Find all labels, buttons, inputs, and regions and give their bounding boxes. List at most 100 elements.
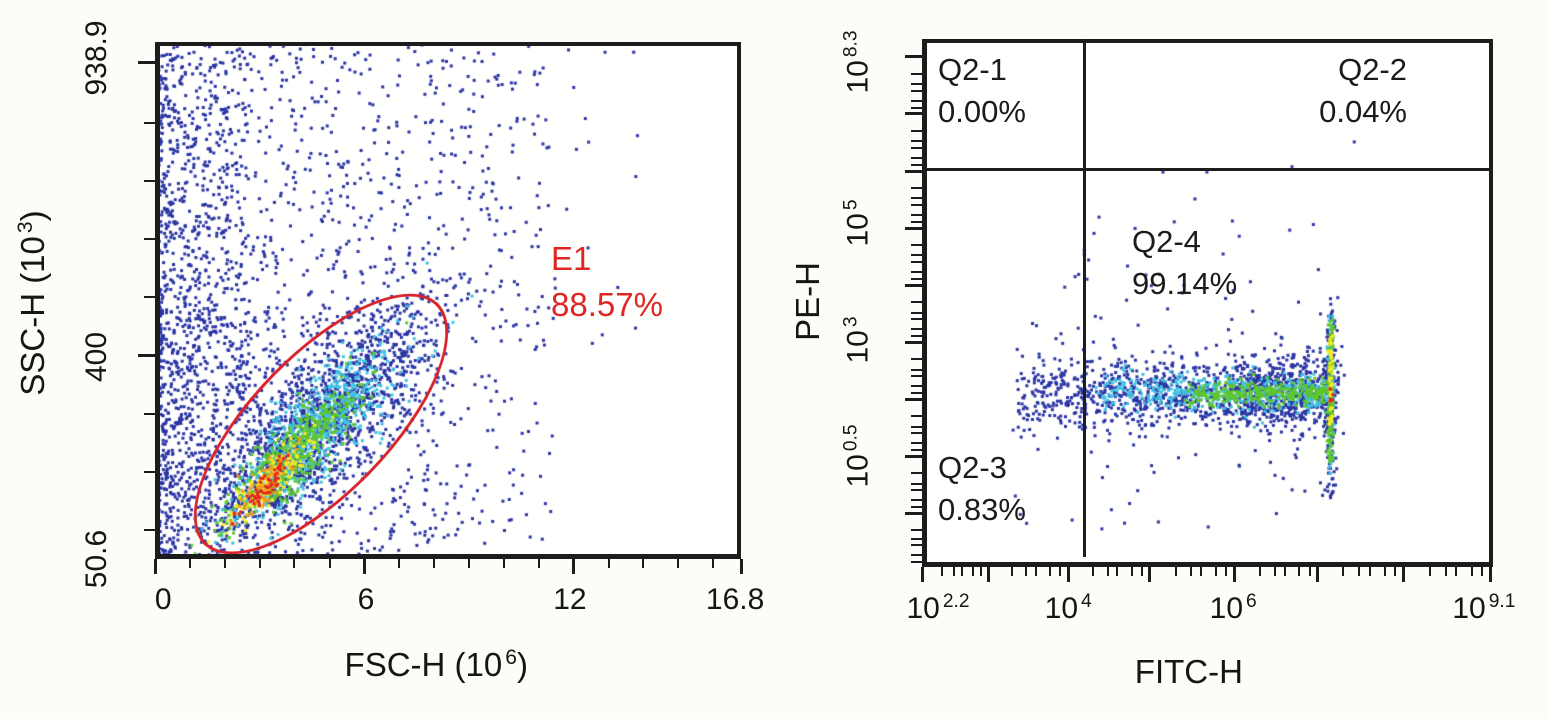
x-minor-tick xyxy=(711,559,714,568)
q2-1-name: Q2-1 xyxy=(938,52,1007,87)
y-minor-tick xyxy=(911,261,922,264)
x-major-tick xyxy=(153,559,157,574)
x-minor-tick xyxy=(1091,567,1094,576)
y-minor-tick xyxy=(911,107,922,110)
x-major-tick xyxy=(986,567,990,582)
x-minor-tick xyxy=(432,559,435,568)
x-minor-tick xyxy=(1025,567,1028,576)
y-tick-label: 100.5 xyxy=(840,424,875,488)
y-tick-label: 103 xyxy=(840,316,875,364)
x-minor-tick xyxy=(1429,567,1432,576)
y-minor-tick xyxy=(911,499,922,502)
y-minor-tick xyxy=(144,180,155,183)
y-minor-tick xyxy=(911,278,922,281)
x-minor-tick xyxy=(1368,567,1371,576)
y-minor-tick xyxy=(911,300,922,303)
y-minor-tick xyxy=(911,83,922,86)
y-minor-tick xyxy=(911,197,922,200)
fitc-pe-scatter-canvas xyxy=(922,39,1493,567)
y-tick-label: 50.6 xyxy=(80,529,113,589)
quadrant-label-q2-3: Q2-3 0.83% xyxy=(938,447,1026,531)
y-major-tick xyxy=(905,226,922,230)
x-minor-tick xyxy=(972,567,975,576)
x-minor-tick xyxy=(1342,567,1345,576)
x-minor-tick xyxy=(1140,567,1143,576)
x-minor-tick xyxy=(607,559,610,568)
y-minor-tick xyxy=(911,147,922,150)
x-major-tick xyxy=(571,559,575,574)
x-major-tick xyxy=(739,559,743,574)
q2-3-percent: 0.83% xyxy=(938,492,1026,527)
y-minor-tick xyxy=(911,254,922,257)
y-minor-tick xyxy=(911,311,922,314)
quadrant-label-q2-4: Q2-4 99.14% xyxy=(1132,221,1237,305)
x-minor-tick xyxy=(293,559,296,568)
x-minor-tick xyxy=(537,559,540,568)
x-minor-tick xyxy=(1444,567,1447,576)
y-minor-tick xyxy=(144,296,155,299)
x-minor-tick xyxy=(1283,567,1286,576)
y-tick-label: 400 xyxy=(80,332,113,383)
x-minor-tick xyxy=(642,559,645,568)
q2-1-percent: 0.00% xyxy=(938,94,1026,129)
x-tick-label: 10 9.1 xyxy=(1452,591,1516,625)
x-minor-tick xyxy=(1481,567,1484,576)
x-minor-tick xyxy=(1215,567,1218,576)
y-minor-tick xyxy=(911,482,922,485)
x-minor-tick xyxy=(1189,567,1192,576)
y-minor-tick xyxy=(911,214,922,217)
x-tick-label: 10 6 xyxy=(1209,591,1257,625)
x-minor-tick xyxy=(1059,567,1062,576)
x-tick-label: 10 4 xyxy=(1044,591,1092,625)
x-minor-tick xyxy=(1454,567,1457,576)
x-minor-tick xyxy=(398,559,401,568)
y-major-tick xyxy=(905,169,922,173)
y-minor-tick xyxy=(911,72,922,75)
x-minor-tick xyxy=(1225,567,1228,576)
y-minor-tick xyxy=(911,506,922,509)
x-minor-tick xyxy=(1308,567,1311,576)
x-major-tick xyxy=(1316,567,1320,582)
x-minor-tick xyxy=(502,559,505,568)
y-minor-tick xyxy=(911,489,922,492)
x-minor-tick xyxy=(980,567,983,576)
y-minor-tick xyxy=(911,90,922,93)
fsc-ssc-scatter-canvas xyxy=(155,42,741,559)
x-minor-tick xyxy=(468,559,471,568)
y-minor-tick xyxy=(911,392,922,395)
y-major-tick xyxy=(905,340,922,344)
y-major-tick xyxy=(905,454,922,458)
x-major-tick xyxy=(920,567,924,582)
y-major-tick xyxy=(138,61,155,65)
x-minor-tick xyxy=(940,567,943,576)
y-minor-tick xyxy=(911,318,922,321)
x-minor-tick xyxy=(1174,567,1177,576)
x-minor-tick xyxy=(1131,567,1134,576)
x-tick-label: 16.8 xyxy=(705,583,765,616)
x-minor-tick xyxy=(1384,567,1387,576)
x-tick-label: 0 xyxy=(154,583,172,616)
x-minor-tick xyxy=(1049,567,1052,576)
y-minor-tick xyxy=(911,472,922,475)
y-minor-tick xyxy=(911,129,922,132)
x-minor-tick xyxy=(1116,567,1119,576)
fsc-ssc-plot: E1 88.57% FSC-H (10 6) SSC-H (103) 0 6 12 16… xyxy=(14,20,764,683)
y-minor-tick xyxy=(911,538,922,541)
x-minor-tick xyxy=(1259,567,1262,576)
ssc-axis-label: SSC-H (103) xyxy=(14,210,51,396)
x-tick-label: 12 xyxy=(553,583,587,616)
y-major-tick xyxy=(905,283,922,287)
y-minor-tick xyxy=(911,221,922,224)
y-minor-tick xyxy=(911,544,922,547)
x-minor-tick xyxy=(952,567,955,576)
y-minor-tick xyxy=(911,335,922,338)
x-major-tick xyxy=(1489,567,1493,582)
y-minor-tick xyxy=(911,204,922,207)
quadrant-label-q2-2: Q2-2 0.04% xyxy=(1319,49,1407,133)
q2-2-name: Q2-2 xyxy=(1338,52,1407,87)
x-tick-label: 10 2.2 xyxy=(906,591,970,625)
x-major-tick xyxy=(1402,567,1406,582)
y-tick-label: 108.3 xyxy=(840,30,875,94)
y-minor-tick xyxy=(911,357,922,360)
y-minor-tick xyxy=(911,425,922,428)
